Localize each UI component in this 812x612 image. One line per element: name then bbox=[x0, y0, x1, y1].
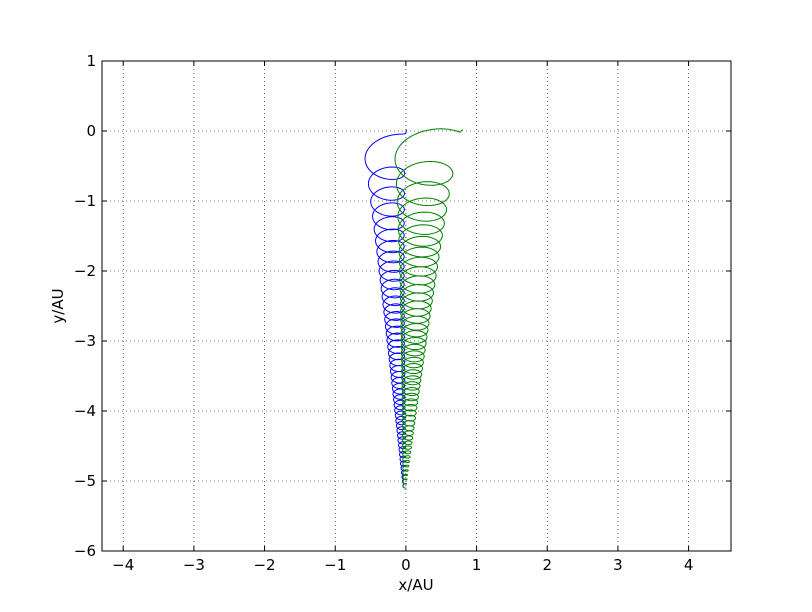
x-tick-label: −3 bbox=[183, 556, 205, 574]
series-layer bbox=[364, 128, 463, 489]
ticks: −4 −3 −2 −1 0 1 2 3 4 1 0 −1 −2 −3 −4 −5 −6 bbox=[74, 52, 731, 574]
x-axis-label: x/AU bbox=[398, 576, 433, 594]
x-tick-label: −1 bbox=[324, 556, 346, 574]
y-tick-label: −3 bbox=[74, 332, 96, 350]
plot-area bbox=[364, 128, 463, 489]
y-tick-label: 1 bbox=[86, 52, 96, 70]
x-tick-label: 1 bbox=[472, 556, 482, 574]
series-1-line bbox=[364, 129, 408, 489]
y-tick-label: 0 bbox=[86, 122, 96, 140]
y-axis-label: y/AU bbox=[49, 288, 67, 323]
x-tick-label: 0 bbox=[401, 556, 411, 574]
y-tick-label: −5 bbox=[74, 472, 96, 490]
x-tick-label: 3 bbox=[613, 556, 623, 574]
x-tick-label: 2 bbox=[542, 556, 552, 574]
x-tick-label: 4 bbox=[684, 556, 694, 574]
y-tick-label: −6 bbox=[74, 542, 96, 560]
y-tick-label: −1 bbox=[74, 192, 96, 210]
x-tick-label: −4 bbox=[112, 556, 134, 574]
series-2-line bbox=[394, 128, 463, 489]
y-tick-label: −2 bbox=[74, 262, 96, 280]
x-tick-label: −2 bbox=[253, 556, 275, 574]
y-tick-label: −4 bbox=[74, 402, 96, 420]
plot-frame bbox=[101, 60, 732, 552]
